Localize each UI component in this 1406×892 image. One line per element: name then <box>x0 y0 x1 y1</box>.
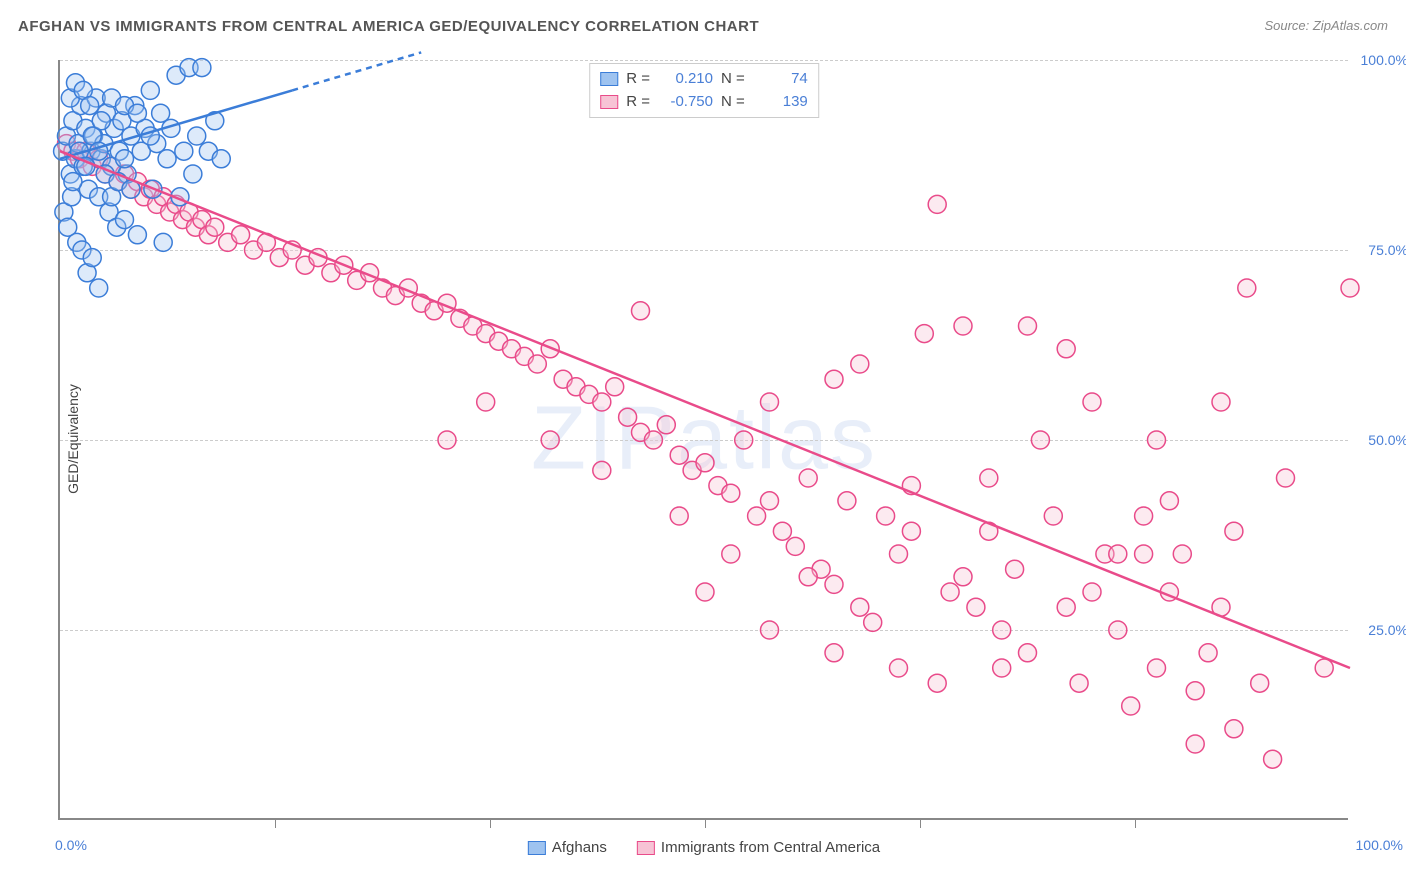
y-tick-label: 50.0% <box>1368 432 1406 448</box>
y-tick-label: 100.0% <box>1361 52 1406 68</box>
afghans-swatch <box>600 72 618 86</box>
y-tick-label: 75.0% <box>1368 242 1406 258</box>
afghans-n-value: 74 <box>753 68 808 91</box>
afghans-swatch-icon <box>528 841 546 855</box>
x-tick-max: 100.0% <box>1356 837 1403 853</box>
source-attribution: Source: ZipAtlas.com <box>1264 18 1388 33</box>
r-label: R = <box>626 68 650 91</box>
afghans-r-value: 0.210 <box>658 68 713 91</box>
r-label: R = <box>626 91 650 114</box>
chart-plot-area: ZIPatlas 25.0%50.0%75.0%100.0% R = 0.210… <box>58 60 1348 820</box>
y-axis-label: GED/Equivalency <box>65 384 81 494</box>
central-america-swatch-icon <box>637 841 655 855</box>
stats-row-afghans: R = 0.210 N = 74 <box>600 68 808 91</box>
central-america-label: Immigrants from Central America <box>661 839 880 856</box>
stats-legend-box: R = 0.210 N = 74 R = -0.750 N = 139 <box>589 63 819 118</box>
legend-item-afghans: Afghans <box>528 839 607 856</box>
central-america-swatch <box>600 95 618 109</box>
x-tick-min: 0.0% <box>55 837 87 853</box>
y-tick-label: 25.0% <box>1368 622 1406 638</box>
n-label: N = <box>721 91 745 114</box>
central-america-r-value: -0.750 <box>658 91 713 114</box>
central-america-n-value: 139 <box>753 91 808 114</box>
legend-item-central-america: Immigrants from Central America <box>637 839 880 856</box>
n-label: N = <box>721 68 745 91</box>
stats-row-central-america: R = -0.750 N = 139 <box>600 91 808 114</box>
chart-title: AFGHAN VS IMMIGRANTS FROM CENTRAL AMERIC… <box>18 18 759 35</box>
scatter-svg <box>60 60 1350 820</box>
series-legend: Afghans Immigrants from Central America <box>528 839 880 856</box>
afghans-label: Afghans <box>552 839 607 856</box>
